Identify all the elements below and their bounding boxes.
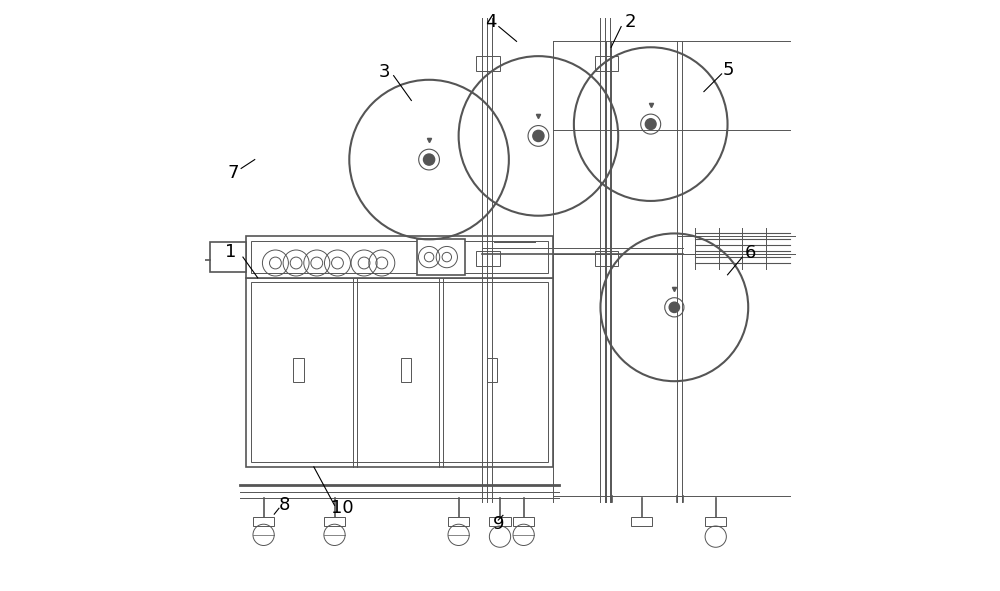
Bar — [487, 358, 497, 382]
Text: 10: 10 — [331, 499, 354, 517]
Circle shape — [423, 154, 435, 165]
Text: 2: 2 — [624, 13, 636, 31]
Bar — [476, 56, 500, 71]
Bar — [246, 236, 553, 278]
Bar — [448, 517, 469, 526]
Text: 5: 5 — [723, 61, 734, 79]
Circle shape — [645, 119, 656, 129]
Text: 3: 3 — [379, 63, 391, 81]
Bar — [705, 517, 726, 526]
Bar — [476, 251, 500, 266]
Bar — [293, 358, 304, 382]
Text: 7: 7 — [227, 164, 239, 181]
Bar — [595, 251, 618, 266]
Bar — [210, 242, 246, 272]
Bar — [595, 56, 618, 71]
Text: 1: 1 — [225, 243, 237, 261]
Text: 8: 8 — [279, 496, 290, 514]
Circle shape — [533, 131, 544, 141]
Bar — [489, 517, 511, 526]
Text: 6: 6 — [744, 244, 756, 262]
Bar — [246, 278, 553, 467]
Bar — [401, 358, 411, 382]
Circle shape — [669, 302, 680, 313]
Text: 4: 4 — [485, 13, 496, 31]
Bar — [251, 241, 548, 273]
Text: 9: 9 — [492, 515, 504, 533]
Bar — [324, 517, 345, 526]
Bar — [631, 517, 652, 526]
Bar — [513, 517, 534, 526]
Bar — [251, 282, 548, 462]
Bar — [253, 517, 274, 526]
Bar — [417, 239, 465, 275]
